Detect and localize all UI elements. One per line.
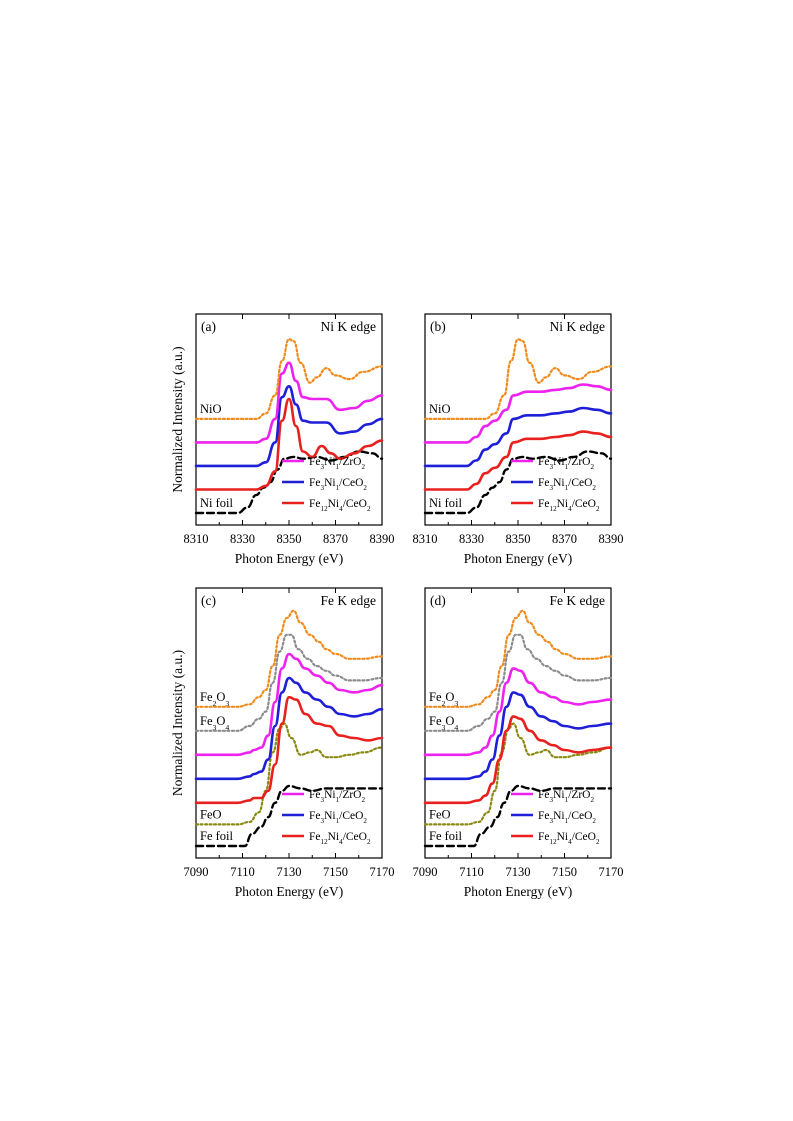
legend-entry-fe3ni1-ceo2: Fe3Ni1/CeO2 bbox=[538, 810, 596, 825]
series-line-fe3ni1-ceo2 bbox=[194, 676, 384, 781]
series-line-fe3o4 bbox=[423, 633, 613, 732]
series-label-fe-foil: Fe foil bbox=[429, 829, 463, 843]
series-line-fe3ni1-ceo2 bbox=[423, 406, 613, 468]
series-line-ni-foil bbox=[194, 450, 384, 515]
series-label-nio: NiO bbox=[200, 402, 222, 416]
y-axis-label: Normalized Intensity (a.u.) bbox=[170, 650, 185, 796]
legend-entry-fe3ni1-ceo2: Fe3Ni1/CeO2 bbox=[309, 477, 367, 492]
x-tick-label: 8350 bbox=[277, 532, 302, 546]
series-label-ni-foil: Ni foil bbox=[200, 496, 234, 510]
legend-entry-fe3ni1-zro2: Fe3Ni1/ZrO2 bbox=[309, 456, 365, 471]
legend-entry-fe3ni1-zro2: Fe3Ni1/ZrO2 bbox=[309, 789, 365, 804]
series-label-fe2o3: Fe2O3 bbox=[429, 690, 458, 708]
x-tick-label: 8390 bbox=[370, 532, 395, 546]
series-line-fe-foil bbox=[423, 784, 613, 848]
x-axis-label: Photon Energy (eV) bbox=[464, 884, 572, 899]
edge-title: Ni K edge bbox=[550, 319, 605, 334]
panel-a: 8310 8330 8350 8370 8390 Photon Energy (eV) No… bbox=[170, 313, 395, 566]
panel-label: (d) bbox=[430, 593, 446, 608]
series-line-fe2o3 bbox=[194, 609, 384, 708]
legend-entry-fe3ni1-ceo2: Fe3Ni1/CeO2 bbox=[538, 477, 596, 492]
series-line-fe3ni1-ceo2 bbox=[194, 384, 384, 468]
y-axis-label: Normalized Intensity (a.u.) bbox=[170, 346, 185, 492]
x-tick-label: 8330 bbox=[230, 532, 255, 546]
x-tick-label: 8330 bbox=[459, 532, 484, 546]
series-line-fe12ni4-ceo2 bbox=[194, 695, 384, 805]
x-tick-label: 7170 bbox=[370, 865, 395, 879]
x-axis-label: Photon Energy (eV) bbox=[235, 884, 343, 899]
series-line-fe12ni4-ceo2 bbox=[194, 397, 384, 491]
series-line-fe3o4 bbox=[194, 633, 384, 732]
series-label-feo: FeO bbox=[429, 807, 451, 821]
series-line-fe12ni4-ceo2 bbox=[423, 430, 613, 491]
edge-title: Fe K edge bbox=[321, 593, 376, 608]
x-axis-label: Photon Energy (eV) bbox=[235, 551, 343, 566]
panel-b: 8310 8330 8350 8370 8390 Photon Energy (eV) (b… bbox=[413, 313, 624, 566]
panel-label: (b) bbox=[430, 319, 446, 334]
panel-d: 7090 7110 7130 7150 7170 Photon Energy (eV) (d… bbox=[413, 587, 624, 899]
x-tick-label: 8370 bbox=[552, 532, 577, 546]
x-tick-label: 7150 bbox=[552, 865, 577, 879]
series-line-fe3ni1-zro2 bbox=[423, 667, 613, 757]
edge-title: Fe K edge bbox=[550, 593, 605, 608]
x-tick-label: 8310 bbox=[413, 532, 438, 546]
x-tick-label: 7090 bbox=[184, 865, 209, 879]
legend-entry-fe12ni4-ceo2: Fe12Ni4/CeO2 bbox=[538, 831, 600, 846]
x-axis-label: Photon Energy (eV) bbox=[464, 551, 572, 566]
series-line-feo bbox=[423, 722, 613, 826]
x-tick-label: 8390 bbox=[599, 532, 624, 546]
series-line-nio bbox=[194, 338, 384, 421]
x-tick-label: 7130 bbox=[506, 865, 531, 879]
legend-entry-fe12ni4-ceo2: Fe12Ni4/CeO2 bbox=[309, 498, 371, 513]
legend-entry-fe3ni1-zro2: Fe3Ni1/ZrO2 bbox=[538, 789, 594, 804]
panel-label: (a) bbox=[201, 319, 216, 334]
x-tick-label: 7150 bbox=[323, 865, 348, 879]
series-label-fe3o4: Fe3O4 bbox=[429, 714, 458, 732]
x-tick-label: 8370 bbox=[323, 532, 348, 546]
x-tick-label: 8310 bbox=[184, 532, 209, 546]
panel-c: 7090 7110 7130 7150 7170 Photon Energy (eV) No… bbox=[170, 587, 395, 899]
edge-title: Ni K edge bbox=[321, 319, 376, 334]
series-line-nio bbox=[423, 338, 613, 421]
series-line-fe-foil bbox=[194, 784, 384, 848]
series-label-ni-foil: Ni foil bbox=[429, 496, 463, 510]
x-tick-label: 8350 bbox=[506, 532, 531, 546]
series-label-fe2o3: Fe2O3 bbox=[200, 690, 229, 708]
series-line-fe3ni1-zro2 bbox=[423, 383, 613, 444]
series-line-fe3ni1-zro2 bbox=[194, 361, 384, 444]
series-line-fe12ni4-ceo2 bbox=[423, 715, 613, 805]
x-tick-label: 7130 bbox=[277, 865, 302, 879]
series-label-fe3o4: Fe3O4 bbox=[200, 714, 229, 732]
series-line-fe3ni1-ceo2 bbox=[423, 691, 613, 781]
x-tick-label: 7110 bbox=[230, 865, 255, 879]
series-line-fe3ni1-zro2 bbox=[194, 652, 384, 757]
series-label-fe-foil: Fe foil bbox=[200, 829, 234, 843]
series-label-feo: FeO bbox=[200, 807, 222, 821]
series-label-nio: NiO bbox=[429, 402, 451, 416]
panel-label: (c) bbox=[201, 593, 216, 608]
legend-entry-fe12ni4-ceo2: Fe12Ni4/CeO2 bbox=[538, 498, 600, 513]
series-line-ni-foil bbox=[423, 450, 613, 515]
legend-entry-fe12ni4-ceo2: Fe12Ni4/CeO2 bbox=[309, 831, 371, 846]
legend-entry-fe3ni1-zro2: Fe3Ni1/ZrO2 bbox=[538, 456, 594, 471]
x-tick-label: 7110 bbox=[459, 865, 484, 879]
legend-entry-fe3ni1-ceo2: Fe3Ni1/CeO2 bbox=[309, 810, 367, 825]
x-tick-label: 7170 bbox=[599, 865, 624, 879]
x-tick-label: 7090 bbox=[413, 865, 438, 879]
series-line-feo bbox=[194, 722, 384, 826]
series-line-fe2o3 bbox=[423, 609, 613, 708]
